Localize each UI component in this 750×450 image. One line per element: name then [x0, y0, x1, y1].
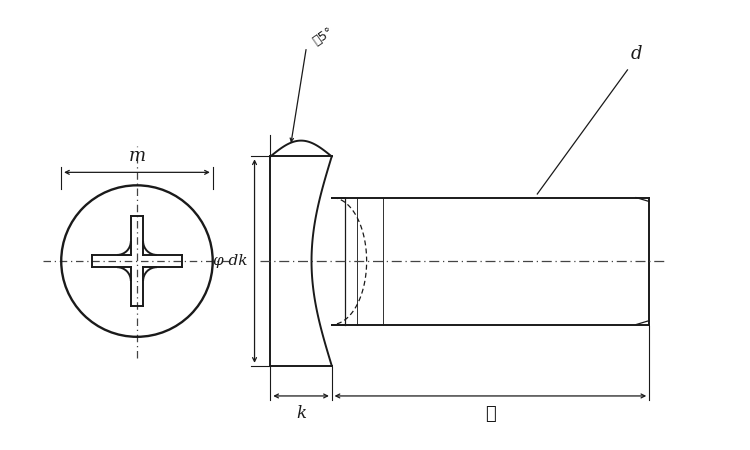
Text: d: d: [631, 45, 643, 63]
Text: m: m: [128, 147, 146, 165]
Text: φ dk: φ dk: [213, 254, 248, 268]
Text: k: k: [296, 405, 306, 423]
Text: 約5°: 約5°: [310, 25, 335, 48]
Text: ℓ: ℓ: [485, 405, 496, 423]
